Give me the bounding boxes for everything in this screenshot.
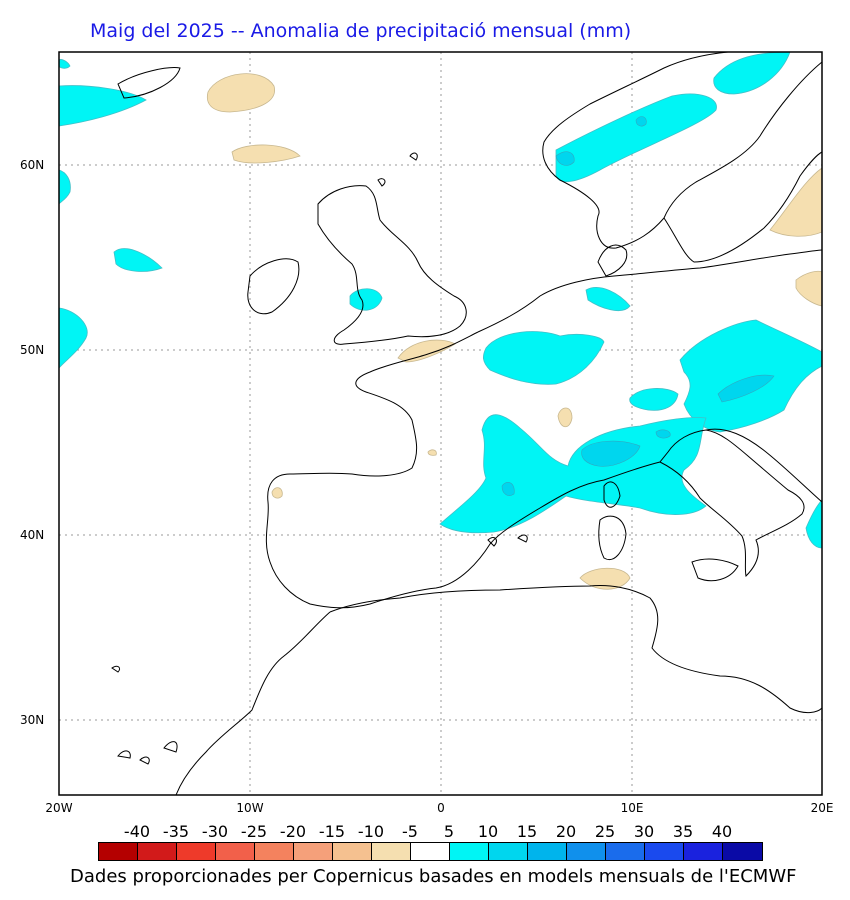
- lat-label-50n: 50N: [20, 343, 44, 357]
- wet-anomaly-cores: [501, 116, 775, 496]
- colorbar-label: -25: [240, 822, 268, 841]
- colorbar-swatch: [333, 843, 372, 860]
- colorbar-label: 40: [711, 822, 733, 841]
- dry-anomaly-regions: [206, 73, 822, 590]
- gridlines: [59, 52, 822, 795]
- colorbar-label: 10: [477, 822, 499, 841]
- colorbar-swatch: [489, 843, 528, 860]
- colorbar-label: 25: [594, 822, 616, 841]
- colorbar-swatch: [294, 843, 333, 860]
- lat-label-40n: 40N: [20, 528, 44, 542]
- colorbar-swatch: [372, 843, 411, 860]
- colorbar-swatch: [216, 843, 255, 860]
- colorbar-label: 20: [555, 822, 577, 841]
- colorbar-swatch: [255, 843, 294, 860]
- colorbar-label: 30: [633, 822, 655, 841]
- colorbar-label: -40: [123, 822, 151, 841]
- wet-anomaly-regions: [59, 52, 822, 549]
- lat-label-30n: 30N: [20, 713, 44, 727]
- footer-credit: Dades proporcionades per Copernicus basa…: [70, 866, 797, 887]
- coastlines: [111, 52, 822, 795]
- colorbar-label: -10: [357, 822, 385, 841]
- lon-label-0: 0: [437, 801, 445, 815]
- colorbar-swatch: [138, 843, 177, 860]
- colorbar-label: 15: [516, 822, 538, 841]
- lon-label-10e: 10E: [621, 801, 644, 815]
- colorbar-label: 35: [672, 822, 694, 841]
- colorbar-label: -20: [279, 822, 307, 841]
- colorbar-swatch: [411, 843, 450, 860]
- map-title: Maig del 2025 -- Anomalia de precipitaci…: [90, 20, 632, 42]
- colorbar-swatch: [450, 843, 489, 860]
- lon-label-20e: 20E: [811, 801, 834, 815]
- colorbar-swatch: [567, 843, 606, 860]
- colorbar-swatch: [645, 843, 684, 860]
- colorbar-swatch: [99, 843, 138, 860]
- colorbar-swatch: [177, 843, 216, 860]
- colorbar-label: -30: [201, 822, 229, 841]
- colorbar-label: -35: [162, 822, 190, 841]
- colorbar-labels: -40 -35 -30 -25 -20 -15 -10 -5 5 10 15 20 25 30 35 40: [0, 822, 850, 842]
- colorbar-label: 5: [443, 822, 455, 841]
- colorbar: [98, 842, 763, 861]
- colorbar-swatch: [684, 843, 723, 860]
- colorbar-label: -15: [318, 822, 346, 841]
- colorbar-label: -5: [402, 822, 418, 841]
- colorbar-swatch: [723, 843, 762, 860]
- colorbar-swatch: [528, 843, 567, 860]
- colorbar-swatch: [606, 843, 645, 860]
- lon-label-20w: 20W: [45, 801, 72, 815]
- lat-label-60n: 60N: [20, 158, 44, 172]
- map-frame: [58, 51, 823, 796]
- lon-label-10w: 10W: [236, 801, 263, 815]
